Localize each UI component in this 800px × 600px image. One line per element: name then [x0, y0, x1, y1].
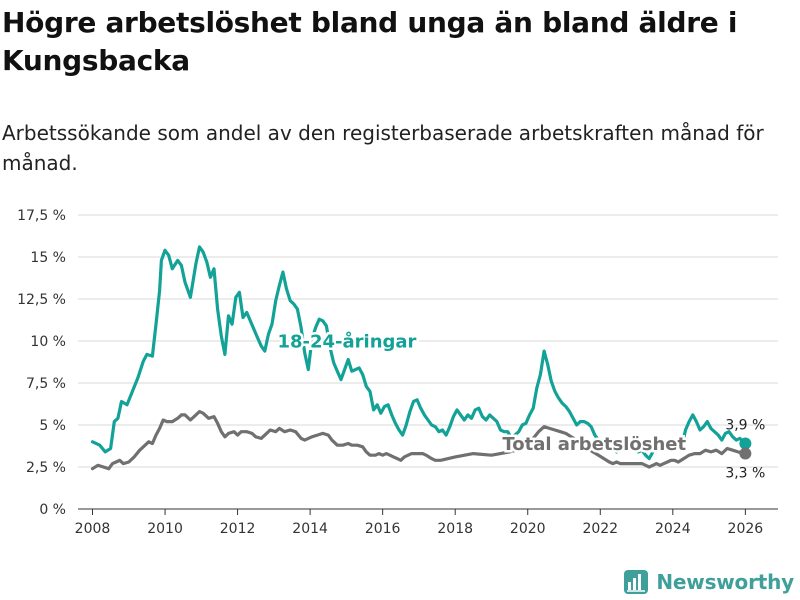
- y-tick-label: 2,5 %: [26, 460, 66, 476]
- series-line-total: [90, 410, 747, 471]
- x-tick-label: 2024: [655, 521, 691, 537]
- x-tick-label: 2022: [582, 521, 618, 537]
- brand-logo: Newsworthy: [624, 570, 794, 594]
- chart-title: Högre arbetslöshet bland unga än bland ä…: [2, 6, 738, 77]
- end-marker-total: [739, 447, 752, 460]
- y-axis-labels: 0 % 2,5 % 5 % 7,5 % 10 % 12,5 % 15 % 17,5 %: [17, 208, 66, 518]
- series-lines: [90, 245, 747, 471]
- series-line-young: [90, 245, 747, 461]
- y-tick-label: 5 %: [39, 418, 66, 434]
- x-tick-label: 2026: [728, 521, 764, 537]
- x-tick-label: 2018: [437, 521, 473, 537]
- end-markers: 3,9 % 3,3 %: [725, 417, 765, 481]
- y-tick-label: 15 %: [30, 250, 66, 266]
- x-tick-label: 2010: [147, 521, 183, 537]
- gridlines: [78, 214, 778, 468]
- x-tick-label: 2014: [292, 521, 328, 537]
- series-annotations: 18-24-åringar Total arbetslöshet: [275, 328, 689, 457]
- y-tick-label: 7,5 %: [26, 376, 66, 392]
- end-value-total: 3,3 %: [725, 466, 765, 482]
- y-tick-label: 10 %: [30, 334, 66, 350]
- x-tick-label: 2008: [75, 521, 111, 537]
- y-tick-label: 0 %: [39, 502, 66, 518]
- end-marker-young: [739, 437, 752, 450]
- x-tick-label: 2016: [365, 521, 401, 537]
- chart-subtitle: Arbetssökande som andel av den registerb…: [2, 121, 764, 175]
- end-value-young: 3,9 %: [725, 417, 765, 433]
- x-tick-label: 2020: [510, 521, 546, 537]
- series-label-young: 18-24-åringar: [277, 331, 416, 353]
- x-tick-label: 2012: [220, 521, 256, 537]
- y-tick-label: 12,5 %: [17, 292, 66, 308]
- newsworthy-logo-icon: [624, 570, 649, 594]
- y-tick-label: 17,5 %: [17, 208, 66, 224]
- x-axis: 2008 2010 2012 2014 2016 2018 2020 2022 2024 2026: [75, 508, 778, 537]
- series-label-total: Total arbetslöshet: [502, 434, 686, 455]
- brand-name: Newsworthy: [656, 570, 794, 594]
